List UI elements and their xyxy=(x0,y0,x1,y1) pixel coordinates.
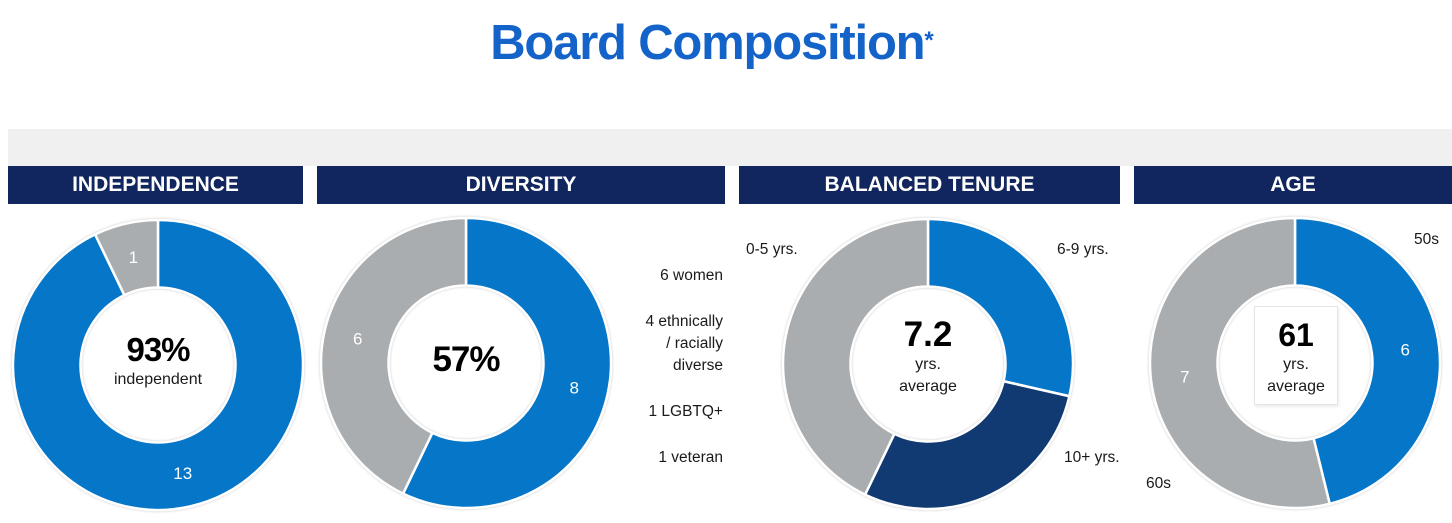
tenure-center-caption-1: yrs. xyxy=(915,356,941,373)
tenure-label-0-5-yrs: 0-5 yrs. xyxy=(746,241,798,258)
age-center-caption-1: yrs. xyxy=(1283,356,1309,373)
age-center-box: 61 yrs. average xyxy=(1254,306,1338,405)
tenure-label-6-9-yrs: 6-9 yrs. xyxy=(1057,241,1109,258)
balanced-tenure-slice-10-plus-yrs xyxy=(863,379,1071,511)
independence-slice-not-independent xyxy=(93,218,160,297)
age-slice-50s xyxy=(1293,216,1442,506)
legend-line: 1 LGBTQ+ xyxy=(648,403,723,420)
diversity-slice-value-not-diverse: 6 xyxy=(353,329,362,348)
age-center-value: 61 xyxy=(1278,317,1314,353)
donut-diversity xyxy=(319,216,613,510)
diversity-center-label: 57% xyxy=(366,341,566,379)
independence-slice-value-independent: 13 xyxy=(173,464,192,483)
legend-line: 1 veteran xyxy=(658,449,723,466)
diversity-slice-diverse xyxy=(401,216,613,510)
legend-line: 6 women xyxy=(660,267,723,284)
diversity-slice-value-diverse: 8 xyxy=(569,379,578,398)
legend-line: 4 ethnically xyxy=(645,313,723,330)
legend-line: / racially xyxy=(666,335,723,352)
panel-header-balanced-tenure: BALANCED TENURE xyxy=(739,166,1120,204)
age-center-caption-2: average xyxy=(1267,378,1325,395)
tenure-center-caption-2: average xyxy=(899,378,957,395)
legend-item-women: 6 women xyxy=(645,265,723,287)
tenure-label-10-plus-yrs: 10+ yrs. xyxy=(1064,449,1120,466)
legend-line: diverse xyxy=(673,357,723,374)
age-slice-60s xyxy=(1148,216,1331,510)
independence-center-label: 93% independent xyxy=(58,331,258,391)
diversity-center-value: 57% xyxy=(432,340,500,379)
independence-center-caption: independent xyxy=(113,371,203,388)
age-label-60s: 60s xyxy=(1146,475,1171,492)
legend-item-veteran: 1 veteran xyxy=(645,447,723,469)
diversity-legend: 6 women 4 ethnically / racially diverse … xyxy=(645,265,723,493)
panel-header-diversity: DIVERSITY xyxy=(317,166,725,204)
legend-item-ethnically-diverse: 4 ethnically / racially diverse xyxy=(645,311,723,377)
age-label-50s: 50s xyxy=(1414,231,1439,248)
title-asterisk: * xyxy=(924,27,934,54)
independence-slice-value-not-independent: 1 xyxy=(129,248,138,267)
tenure-center-label: 7.2 yrs. average xyxy=(828,316,1028,398)
page-title-text: Board Composition xyxy=(490,16,925,70)
diversity-slice-not-diverse xyxy=(319,216,468,495)
balanced-tenure-slice-0-5-yrs xyxy=(781,217,930,496)
age-slice-value-60s: 7 xyxy=(1180,367,1189,386)
donut-age xyxy=(1148,216,1442,510)
panel-header-independence: INDEPENDENCE xyxy=(8,166,303,204)
donut-independence xyxy=(11,218,305,512)
legend-item-lgbtq: 1 LGBTQ+ xyxy=(645,401,723,423)
independence-slice-independent xyxy=(11,218,305,512)
donut-balanced-tenure xyxy=(781,217,1075,511)
tenure-center-value: 7.2 xyxy=(903,315,953,354)
gray-band xyxy=(8,129,1452,166)
independence-center-value: 93% xyxy=(126,331,190,368)
panel-header-age: AGE xyxy=(1134,166,1452,204)
balanced-tenure-slice-6-9-yrs xyxy=(926,217,1075,398)
age-slice-value-50s: 6 xyxy=(1400,341,1409,360)
page-title: Board Composition* xyxy=(0,15,1424,71)
